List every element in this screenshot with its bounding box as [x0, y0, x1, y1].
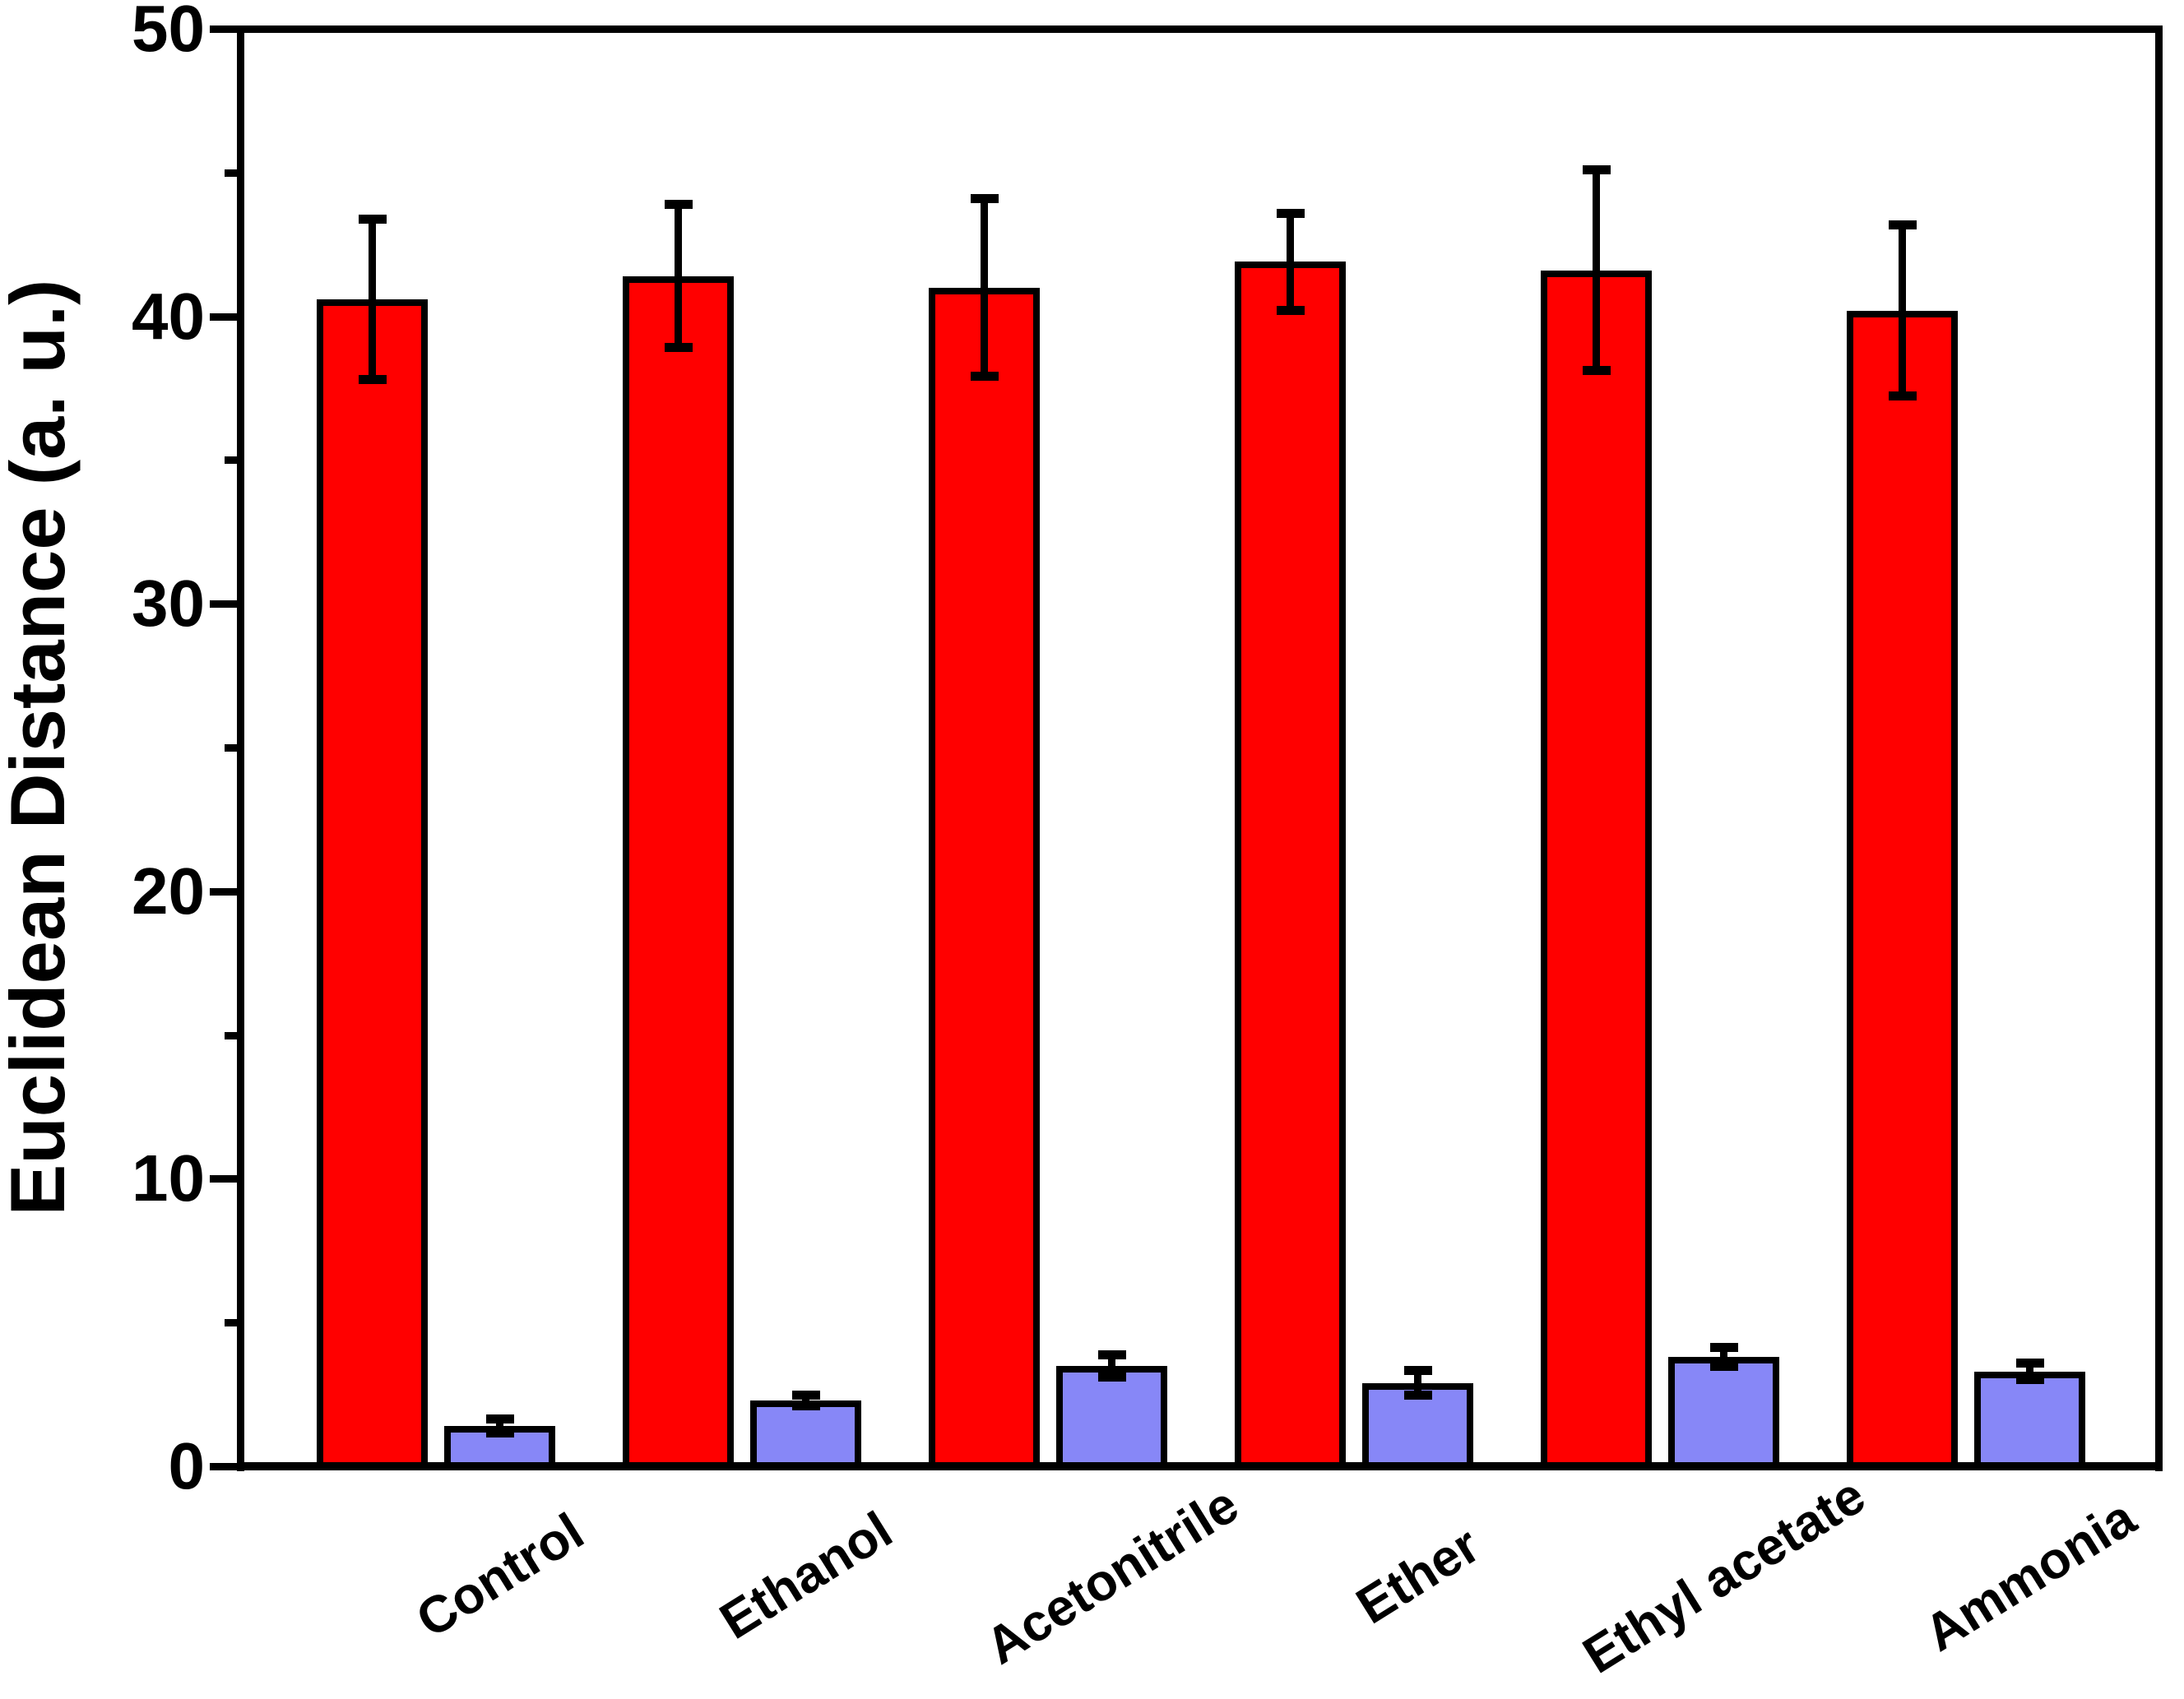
error-bar-cap-bottom	[1097, 1372, 1126, 1382]
error-bar-cap-top	[1582, 165, 1611, 175]
y-tick-label: 40	[132, 279, 205, 353]
error-bar-line	[1593, 169, 1600, 372]
error-bar-cap-top	[1276, 208, 1305, 218]
x-tick-label-ethyl-acetate: Ethyl acetate	[1573, 1466, 1875, 1685]
red-bar-control	[317, 299, 428, 1470]
error-bar-cap-top	[2015, 1359, 2044, 1368]
x-tick-label-ammonia: Ammonia	[1914, 1488, 2145, 1663]
error-bar-line	[1720, 1346, 1727, 1368]
error-bar-line	[2026, 1363, 2033, 1381]
error-bar-cap-top	[1403, 1365, 1432, 1375]
error-bar-cap-top	[1097, 1349, 1126, 1359]
y-major-tick	[210, 887, 237, 896]
error-bar-cap-bottom	[358, 374, 387, 384]
y-major-tick	[210, 600, 237, 609]
error-bar-line	[675, 204, 682, 349]
error-bar-cap-bottom	[791, 1400, 820, 1410]
x-tick-label-control: Control	[406, 1502, 594, 1650]
error-bar-cap-bottom	[1403, 1391, 1432, 1400]
bottom-spine	[237, 1462, 2160, 1470]
error-bar-cap-bottom	[1582, 366, 1611, 376]
x-tick-label-acetonitrile: Acetonitrile	[976, 1475, 1248, 1676]
error-bar-cap-top	[664, 200, 693, 210]
y-axis-title: Euclidean Distance (a. u.)	[0, 279, 81, 1216]
y-minor-tick	[225, 169, 237, 177]
error-bar-cap-top	[970, 194, 999, 204]
error-bar-line	[1108, 1354, 1115, 1377]
x-tick-label-ether: Ether	[1346, 1516, 1490, 1636]
error-bar-line	[1414, 1369, 1421, 1396]
y-tick-label: 0	[168, 1429, 206, 1502]
y-major-tick	[210, 25, 237, 33]
top-spine	[237, 25, 2160, 33]
error-bar-cap-bottom	[970, 372, 999, 382]
error-bar-cap-bottom	[2015, 1375, 2044, 1385]
error-bar-cap-top	[1709, 1342, 1738, 1352]
error-bar-line	[496, 1419, 503, 1433]
y-major-tick	[210, 312, 237, 321]
y-minor-tick	[225, 744, 237, 752]
error-bar-cap-bottom	[1709, 1362, 1738, 1372]
y-minor-tick	[225, 456, 237, 465]
error-bar-cap-top	[1888, 220, 1917, 229]
red-bar-ethyl-acetate	[1541, 270, 1652, 1470]
y-minor-tick	[225, 1031, 237, 1039]
red-bar-acetonitrile	[929, 287, 1040, 1470]
error-bar-cap-top	[791, 1390, 820, 1400]
error-bar-line	[981, 198, 988, 377]
y-tick-label: 30	[132, 567, 205, 641]
x-tick-label-ethanol: Ethanol	[710, 1501, 902, 1650]
error-bar-line	[1287, 212, 1294, 311]
left-spine	[237, 25, 244, 1471]
y-minor-tick	[225, 1319, 237, 1327]
error-bar-cap-bottom	[664, 343, 693, 353]
error-bar-cap-top	[485, 1414, 514, 1424]
error-bar-line	[802, 1394, 809, 1406]
y-major-tick	[210, 1463, 237, 1470]
error-bar-cap-bottom	[1888, 391, 1917, 401]
y-major-tick	[210, 1175, 237, 1183]
error-bar-cap-bottom	[485, 1428, 514, 1437]
y-tick-label: 50	[132, 0, 205, 65]
error-bar-cap-bottom	[1276, 305, 1305, 315]
error-bar-cap-top	[358, 214, 387, 224]
y-tick-label: 10	[132, 1141, 205, 1215]
plot-area	[243, 29, 2157, 1466]
right-spine	[2155, 25, 2163, 1471]
y-tick-label: 20	[132, 854, 205, 928]
error-bar-line	[369, 218, 376, 380]
error-bar-line	[1899, 224, 1906, 397]
